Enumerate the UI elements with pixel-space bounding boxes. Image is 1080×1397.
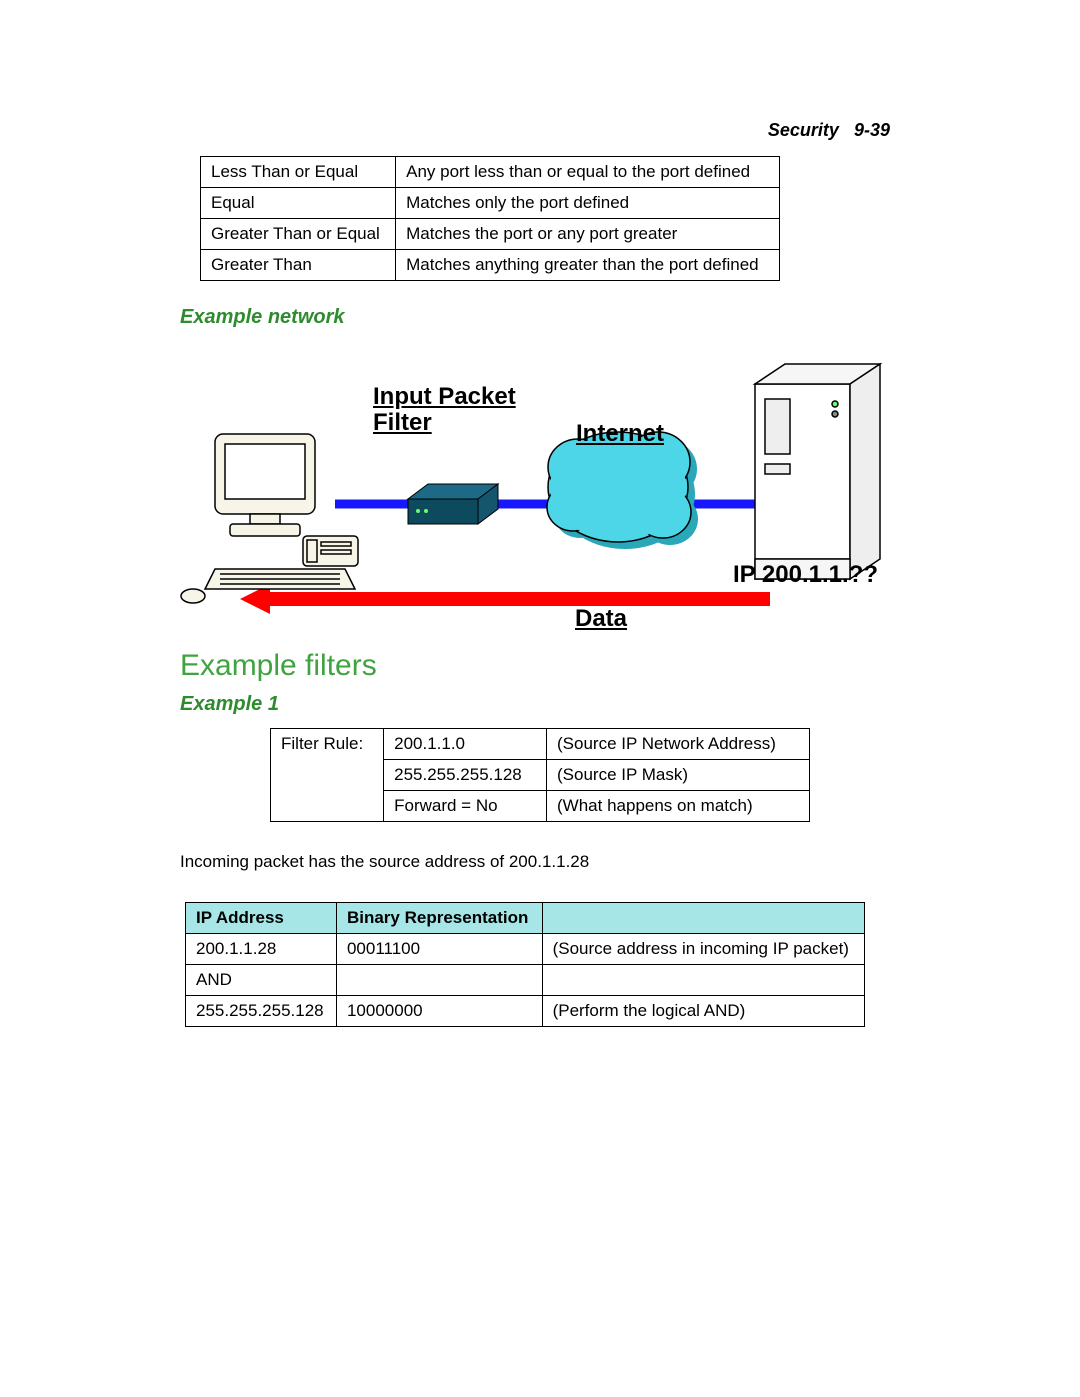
page-header: Security 9-39 — [180, 120, 900, 141]
internet-label: Internet — [576, 421, 664, 447]
cell: Equal — [201, 188, 396, 219]
cell: Any port less than or equal to the port … — [396, 157, 780, 188]
cell: 200.1.1.28 — [186, 934, 337, 965]
cell: Forward = No — [384, 791, 547, 822]
input-packet-filter-label: Input Packet Filter — [373, 384, 516, 437]
filter-rule-table: Filter Rule: 200.1.1.0 (Source IP Networ… — [270, 728, 810, 822]
table-row: AND — [186, 965, 865, 996]
table-row: Greater Than or Equal Matches the port o… — [201, 219, 780, 250]
binary-representation-table: IP Address Binary Representation 200.1.1… — [185, 902, 865, 1027]
cell: (Source IP Mask) — [547, 760, 810, 791]
network-diagram: Input Packet Filter Internet IP 200.1.1.… — [180, 339, 900, 639]
col-header: Binary Representation — [336, 903, 542, 934]
cell: Greater Than or Equal — [201, 219, 396, 250]
cell: 10000000 — [336, 996, 542, 1027]
cell: Matches only the port defined — [396, 188, 780, 219]
label-line1: Input Packet — [373, 383, 516, 410]
page-number: 9-39 — [854, 120, 890, 140]
section-name: Security — [768, 120, 839, 140]
cell: Less Than or Equal — [201, 157, 396, 188]
cell: 00011100 — [336, 934, 542, 965]
example-filters-heading: Example filters — [180, 649, 900, 683]
cell: Greater Than — [201, 250, 396, 281]
table-row: 200.1.1.28 00011100 (Source address in i… — [186, 934, 865, 965]
col-header — [542, 903, 864, 934]
cell: (What happens on match) — [547, 791, 810, 822]
table-row: Less Than or Equal Any port less than or… — [201, 157, 780, 188]
example-network-heading: Example network — [180, 306, 900, 329]
cell: 255.255.255.128 — [384, 760, 547, 791]
col-header: IP Address — [186, 903, 337, 934]
table-header-row: IP Address Binary Representation — [186, 903, 865, 934]
label-line2: Filter — [373, 409, 432, 436]
cell: 200.1.1.0 — [384, 729, 547, 760]
port-operators-table: Less Than or Equal Any port less than or… — [200, 156, 780, 281]
table-row: Filter Rule: 200.1.1.0 (Source IP Networ… — [271, 729, 810, 760]
filter-rule-label: Filter Rule: — [271, 729, 384, 822]
table-row: Greater Than Matches anything greater th… — [201, 250, 780, 281]
data-label: Data — [575, 606, 627, 632]
example1-heading: Example 1 — [180, 693, 900, 716]
table-row: 255.255.255.128 10000000 (Perform the lo… — [186, 996, 865, 1027]
incoming-packet-text: Incoming packet has the source address o… — [180, 852, 900, 872]
cell: (Source IP Network Address) — [547, 729, 810, 760]
cell: Matches anything greater than the port d… — [396, 250, 780, 281]
ip-label: IP 200.1.1.?? — [733, 561, 878, 589]
diagram-svg — [180, 339, 900, 639]
cell: AND — [186, 965, 337, 996]
cell — [336, 965, 542, 996]
cell: 255.255.255.128 — [186, 996, 337, 1027]
cell: Matches the port or any port greater — [396, 219, 780, 250]
table-row: Equal Matches only the port defined — [201, 188, 780, 219]
cell — [542, 965, 864, 996]
cell: (Perform the logical AND) — [542, 996, 864, 1027]
cell: (Source address in incoming IP packet) — [542, 934, 864, 965]
